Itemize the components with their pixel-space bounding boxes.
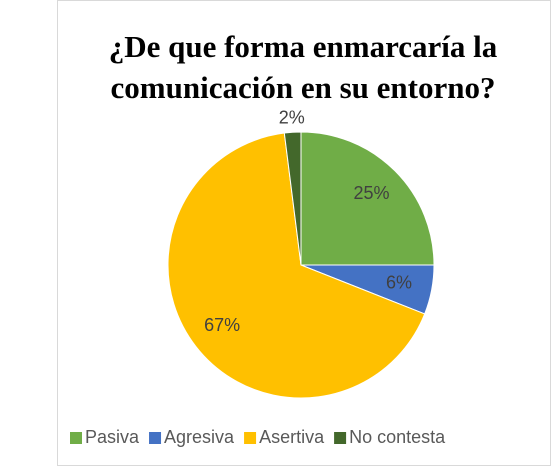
data-label: 6% bbox=[386, 272, 412, 292]
chart-title: comunicación en su entorno? bbox=[111, 70, 496, 105]
chart-title: ¿De que forma enmarcaría la bbox=[109, 29, 498, 64]
pie-slice bbox=[167, 132, 426, 399]
legend-swatch bbox=[70, 432, 82, 444]
data-label: 2% bbox=[279, 108, 305, 128]
legend-swatch bbox=[149, 432, 162, 444]
data-label: 67% bbox=[204, 315, 240, 335]
pie-slice bbox=[300, 131, 435, 266]
legend-label: No contesta bbox=[349, 427, 446, 447]
legend-swatch bbox=[334, 432, 347, 444]
legend-swatch bbox=[244, 432, 257, 444]
data-label: 25% bbox=[354, 183, 390, 203]
legend-label: Pasiva bbox=[85, 427, 140, 447]
legend-label: Asertiva bbox=[259, 427, 325, 447]
legend-label: Agresiva bbox=[164, 427, 235, 447]
pie-slice bbox=[283, 131, 302, 266]
